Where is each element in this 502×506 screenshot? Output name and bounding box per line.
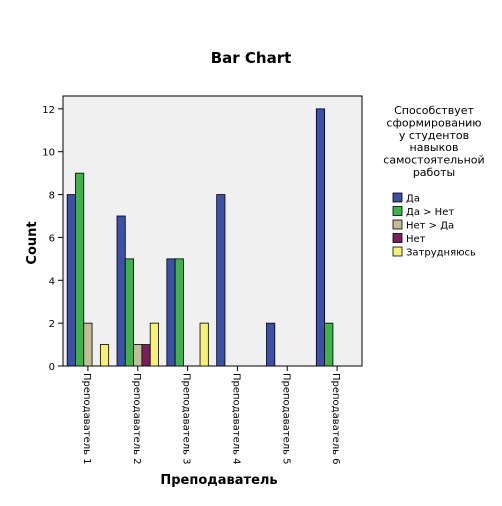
bar-3-1 — [166, 258, 176, 367]
x-tick-label: Преподаватель 2 — [131, 373, 142, 465]
bar-6-1 — [315, 108, 326, 367]
y-tick-label: 8 — [49, 191, 55, 202]
x-tick-label: Преподаватель 4 — [230, 373, 241, 465]
legend-swatch — [392, 219, 403, 230]
x-tick-label: Преподаватель 3 — [181, 373, 192, 465]
legend-swatch — [392, 192, 403, 203]
legend-label: Да — [406, 194, 420, 205]
legend-label: Нет > Да — [406, 221, 454, 232]
bar-2-3 — [133, 344, 143, 367]
bar-1-2 — [75, 172, 85, 367]
legend-title-line: сформированию — [386, 116, 481, 129]
x-tick-label: Преподаватель 5 — [280, 373, 291, 465]
legend-swatch — [392, 206, 403, 216]
y-tick-label: 12 — [42, 105, 55, 116]
x-tick-label: Преподаватель 1 — [81, 373, 92, 465]
bar-6-2 — [324, 322, 334, 367]
legend-title-line: самостоятельной — [383, 154, 484, 167]
bar-3-5 — [199, 322, 209, 367]
bar-2-5 — [149, 322, 159, 367]
x-tick-label: Преподаватель 6 — [330, 373, 341, 465]
legend-label: Затрудняюсь — [406, 248, 476, 259]
bar-2-4 — [141, 344, 151, 367]
y-tick-label: 4 — [49, 276, 55, 287]
bar-1-1 — [66, 194, 76, 367]
legend-label: Нет — [406, 234, 426, 245]
bar-1-3 — [83, 322, 93, 367]
y-tick-label: 0 — [49, 362, 55, 373]
bar-5-1 — [266, 322, 276, 367]
legend-title-line: навыков — [410, 141, 459, 154]
chart-title: Bar Chart — [211, 49, 292, 67]
legend-title-line: работы — [413, 166, 455, 179]
legend-swatch — [392, 246, 403, 257]
bar-4-1 — [216, 194, 226, 367]
x-axis-title: Преподаватель — [160, 473, 277, 488]
legend-swatch — [392, 233, 403, 243]
bar-3-2 — [174, 258, 184, 367]
y-axis: 0 2 4 6 8 10 12 — [42, 105, 63, 373]
x-axis: Преподаватель 1 Преподаватель 2 Преподават… — [81, 366, 341, 465]
bar-2-2 — [124, 258, 135, 367]
y-tick-label: 6 — [49, 233, 55, 244]
legend-title-line: Способствует — [394, 104, 474, 117]
legend-label: Да > Нет — [406, 207, 454, 218]
y-tick-label: 2 — [49, 319, 55, 330]
plot-area — [62, 95, 363, 367]
bar-2-1 — [116, 215, 126, 367]
bars — [66, 108, 334, 367]
legend-title-line: у студентов — [399, 129, 469, 142]
y-axis-title: Count — [25, 221, 40, 264]
y-tick-label: 10 — [42, 148, 55, 159]
bar-1-5 — [99, 344, 110, 367]
